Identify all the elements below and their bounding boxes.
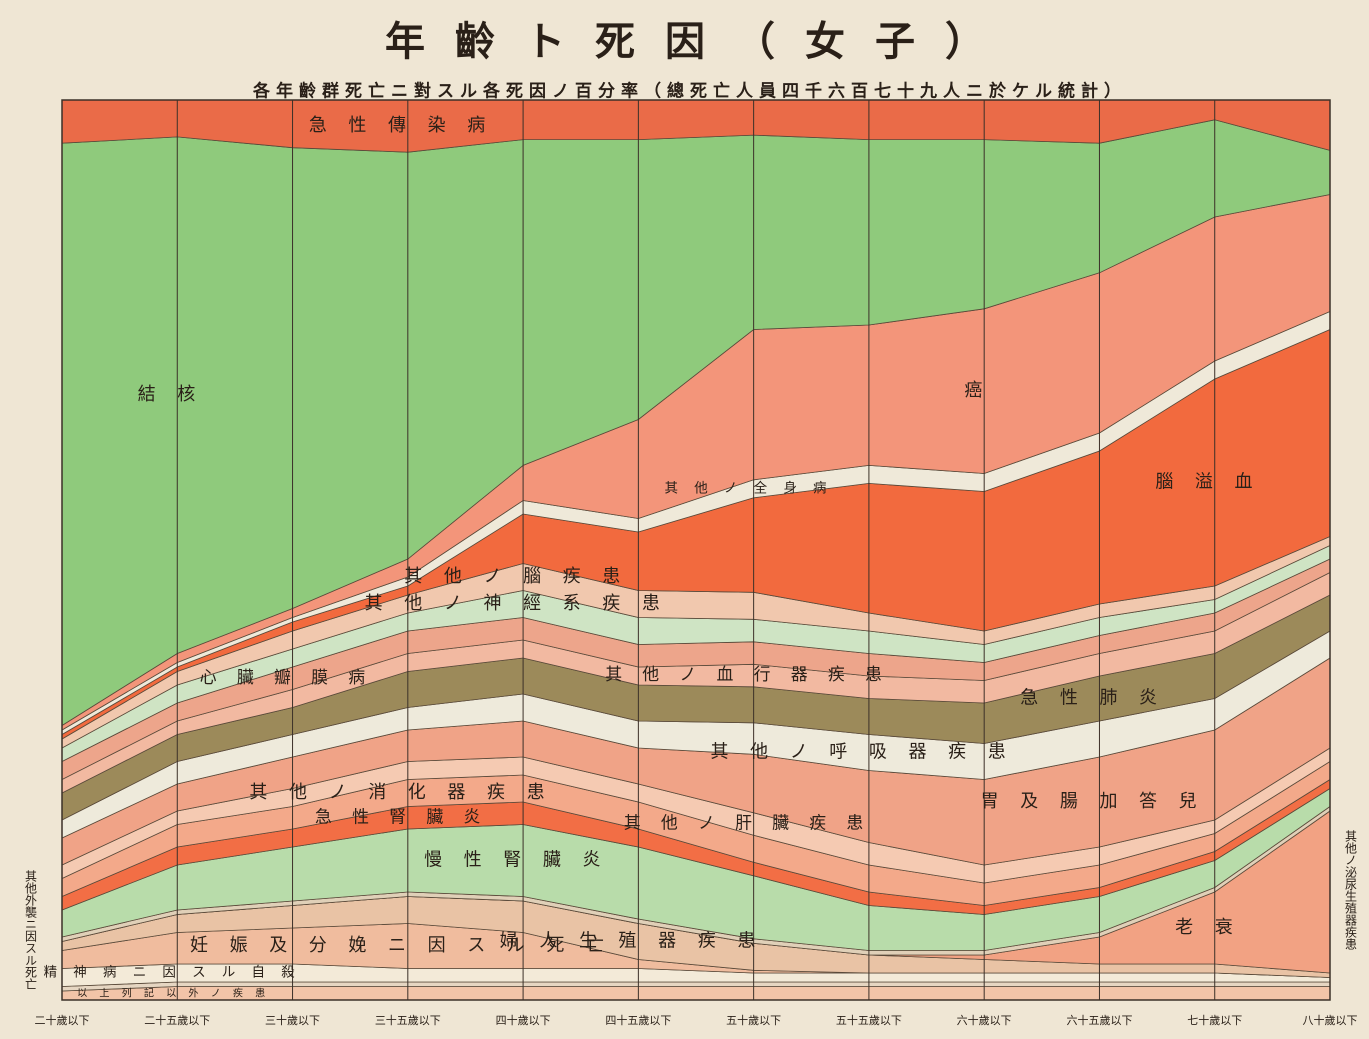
series-label: 結核: [138, 384, 217, 405]
x-tick-label: 六十五歲以下: [1066, 1013, 1132, 1027]
series-label: 精神病ニ因スル自殺: [44, 965, 311, 981]
x-tick-label: 六十歲以下: [957, 1013, 1012, 1027]
x-tick-label: 二十歲以下: [35, 1013, 90, 1027]
series-label: 腦溢血: [1155, 472, 1274, 493]
series-label: 其他外襲ニ因スル死亡: [24, 870, 38, 990]
x-tick-label: 三十五歲以下: [375, 1013, 441, 1027]
x-tick-label: 二十五歲以下: [144, 1013, 210, 1027]
x-tick-label: 四十五歲以下: [605, 1013, 671, 1027]
series-label: 其他ノ呼吸器疾患: [711, 742, 1028, 763]
x-tick-label: 三十歲以下: [265, 1013, 320, 1027]
series-label: 其他ノ腦疾患: [404, 566, 642, 587]
x-tick-label: 五十歲以下: [726, 1013, 781, 1027]
series-label: 妊娠及分娩ニ因スル死亡: [190, 935, 626, 956]
series-label: 其他ノ全身病: [665, 479, 843, 496]
x-tick-label: 五十五歲以下: [836, 1013, 902, 1027]
series-label: 急性傳染病: [309, 115, 507, 136]
series-label: 其他ノ血行器疾患: [605, 664, 902, 684]
series-label: 胃及腸加答兒: [981, 791, 1219, 812]
x-tick-label: 八十歲以下: [1303, 1013, 1358, 1027]
plot-frame: [61, 99, 1331, 1001]
series-label: 心臟瓣膜病: [200, 667, 386, 687]
series-label: 其他ノ泌尿生殖器疾患: [1344, 830, 1358, 950]
series-label: 婦人生殖器疾患: [500, 930, 777, 952]
series-label: 以上列記以外ノ疾患: [77, 986, 277, 999]
series-label: 急性腎臟炎: [315, 806, 501, 826]
series-label: 其他ノ消化器疾患: [249, 782, 566, 803]
x-tick-label: 四十歲以下: [496, 1013, 551, 1027]
series-label: 癌: [964, 380, 1004, 401]
chart-title: 年齡ト死因（女子）: [385, 18, 1015, 65]
x-tick-label: 七十歲以下: [1187, 1013, 1242, 1027]
series-label: 老衰: [1175, 917, 1254, 938]
series-label: 其他ノ神經系疾患: [365, 593, 682, 614]
series-label: 急性肺炎: [1020, 688, 1178, 709]
chart-subtitle: 各年齡群死亡ニ對スル各死因ノ百分率（總死亡人員四千六百七十九人ニ於ケル統計）: [252, 81, 1127, 102]
series-label: 慢性腎臟炎: [424, 850, 622, 871]
series-label: 其他ノ肝臟疾患: [624, 813, 884, 833]
